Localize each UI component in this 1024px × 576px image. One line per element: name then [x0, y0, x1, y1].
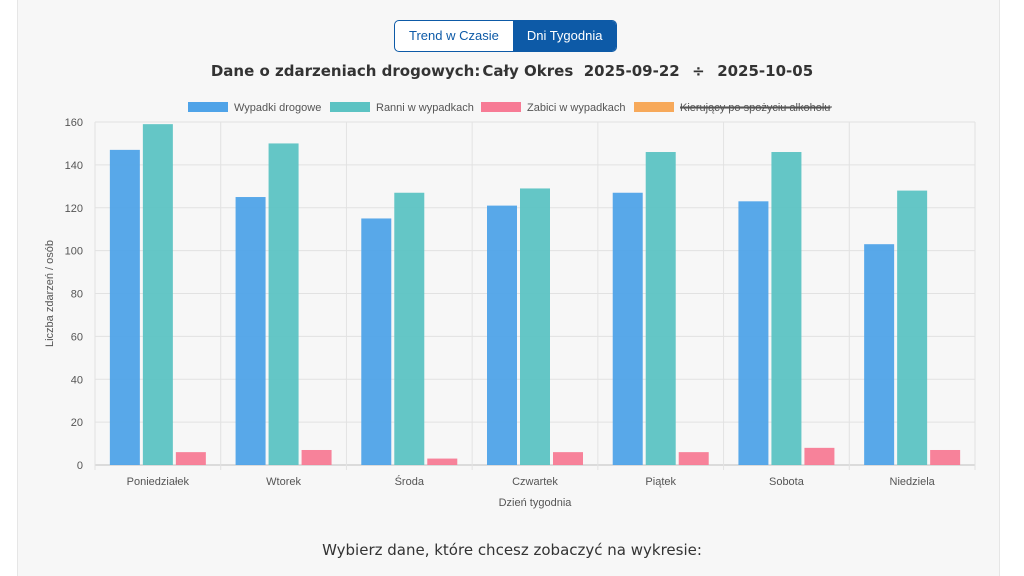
- bar-ranni-w-wypadkach: [520, 188, 550, 466]
- bar-ranni-w-wypadkach: [394, 192, 425, 465]
- chart-heading: Dane o zdarzeniach drogowych: Cały Okres …: [0, 62, 1024, 81]
- legend-item-label[interactable]: Kierujący po spożyciu alkoholu: [680, 102, 830, 114]
- bar-ranni-w-wypadkach: [142, 124, 173, 466]
- bar-ranni-w-wypadkach: [771, 152, 802, 465]
- chart-heading-date-to: 2025-10-05: [717, 62, 814, 80]
- data-selection-prompt: Wybierz dane, które chcesz zobaczyć na w…: [322, 541, 702, 559]
- bar-zabici-w-wypadkach: [175, 452, 206, 465]
- x-tick-label: Poniedziałek: [127, 476, 190, 488]
- chart-heading-date-from: 2025-09-22: [583, 62, 680, 80]
- legend-item-label[interactable]: Wypadki drogowe: [234, 102, 321, 114]
- x-axis-title: Dzień tygodnia: [499, 497, 573, 509]
- bar-wypadki-drogowe: [864, 244, 895, 465]
- y-tick-label: 120: [65, 203, 83, 215]
- bar-zabici-w-wypadkach: [427, 458, 458, 465]
- legend-swatch[interactable]: [188, 102, 228, 112]
- bar-zabici-w-wypadkach: [930, 449, 961, 465]
- bar-wypadki-drogowe: [361, 218, 392, 465]
- x-tick-label: Niedziela: [890, 476, 936, 488]
- bar-wypadki-drogowe: [109, 149, 140, 465]
- bar-wypadki-drogowe: [487, 205, 517, 465]
- bar-wypadki-drogowe: [738, 201, 769, 465]
- bar-ranni-w-wypadkach: [897, 190, 928, 465]
- x-tick-label: Sobota: [769, 476, 805, 488]
- y-tick-label: 0: [77, 460, 83, 472]
- tab-dni-tygodnia[interactable]: Dni Tygodnia: [512, 21, 617, 51]
- legend-item-label[interactable]: Zabici w wypadkach: [527, 102, 625, 114]
- bar-ranni-w-wypadkach: [268, 143, 299, 465]
- x-tick-label: Czwartek: [512, 476, 558, 488]
- legend-item-label[interactable]: Ranni w wypadkach: [376, 102, 474, 114]
- bar-zabici-w-wypadkach: [553, 452, 583, 465]
- bar-zabici-w-wypadkach: [678, 452, 709, 465]
- bar-wypadki-drogowe: [612, 192, 643, 465]
- y-tick-label: 140: [65, 160, 83, 172]
- x-tick-label: Piątek: [645, 476, 676, 488]
- y-tick-label: 60: [71, 331, 83, 343]
- x-tick-label: Wtorek: [266, 476, 301, 488]
- view-tabs: Trend w Czasie Dni Tygodnia: [394, 20, 618, 52]
- bar-wypadki-drogowe: [235, 197, 266, 465]
- tab-trend-w-czasie[interactable]: Trend w Czasie: [409, 28, 499, 43]
- legend-swatch[interactable]: [634, 102, 674, 112]
- bar-zabici-w-wypadkach: [804, 447, 835, 465]
- y-axis-title: Liczba zdarzeń / osób: [44, 240, 56, 347]
- y-tick-label: 100: [65, 246, 83, 258]
- chart-heading-separator: ÷: [692, 62, 705, 80]
- chart-heading-period: Cały Okres: [482, 62, 574, 80]
- legend-swatch[interactable]: [481, 102, 521, 112]
- y-tick-label: 80: [71, 289, 83, 301]
- x-tick-label: Środa: [395, 475, 425, 488]
- legend-swatch[interactable]: [330, 102, 370, 112]
- bar-zabici-w-wypadkach: [301, 449, 332, 465]
- y-tick-label: 20: [71, 417, 83, 429]
- bar-ranni-w-wypadkach: [645, 152, 676, 465]
- chart-heading-title: Dane o zdarzeniach drogowych:: [210, 62, 481, 80]
- y-tick-label: 160: [65, 117, 83, 129]
- chart-svg: 0 20 40 60 80 100 120 140 160 Poniedziałek Wtorek Ś…: [44, 102, 976, 509]
- y-tick-label: 40: [71, 374, 83, 386]
